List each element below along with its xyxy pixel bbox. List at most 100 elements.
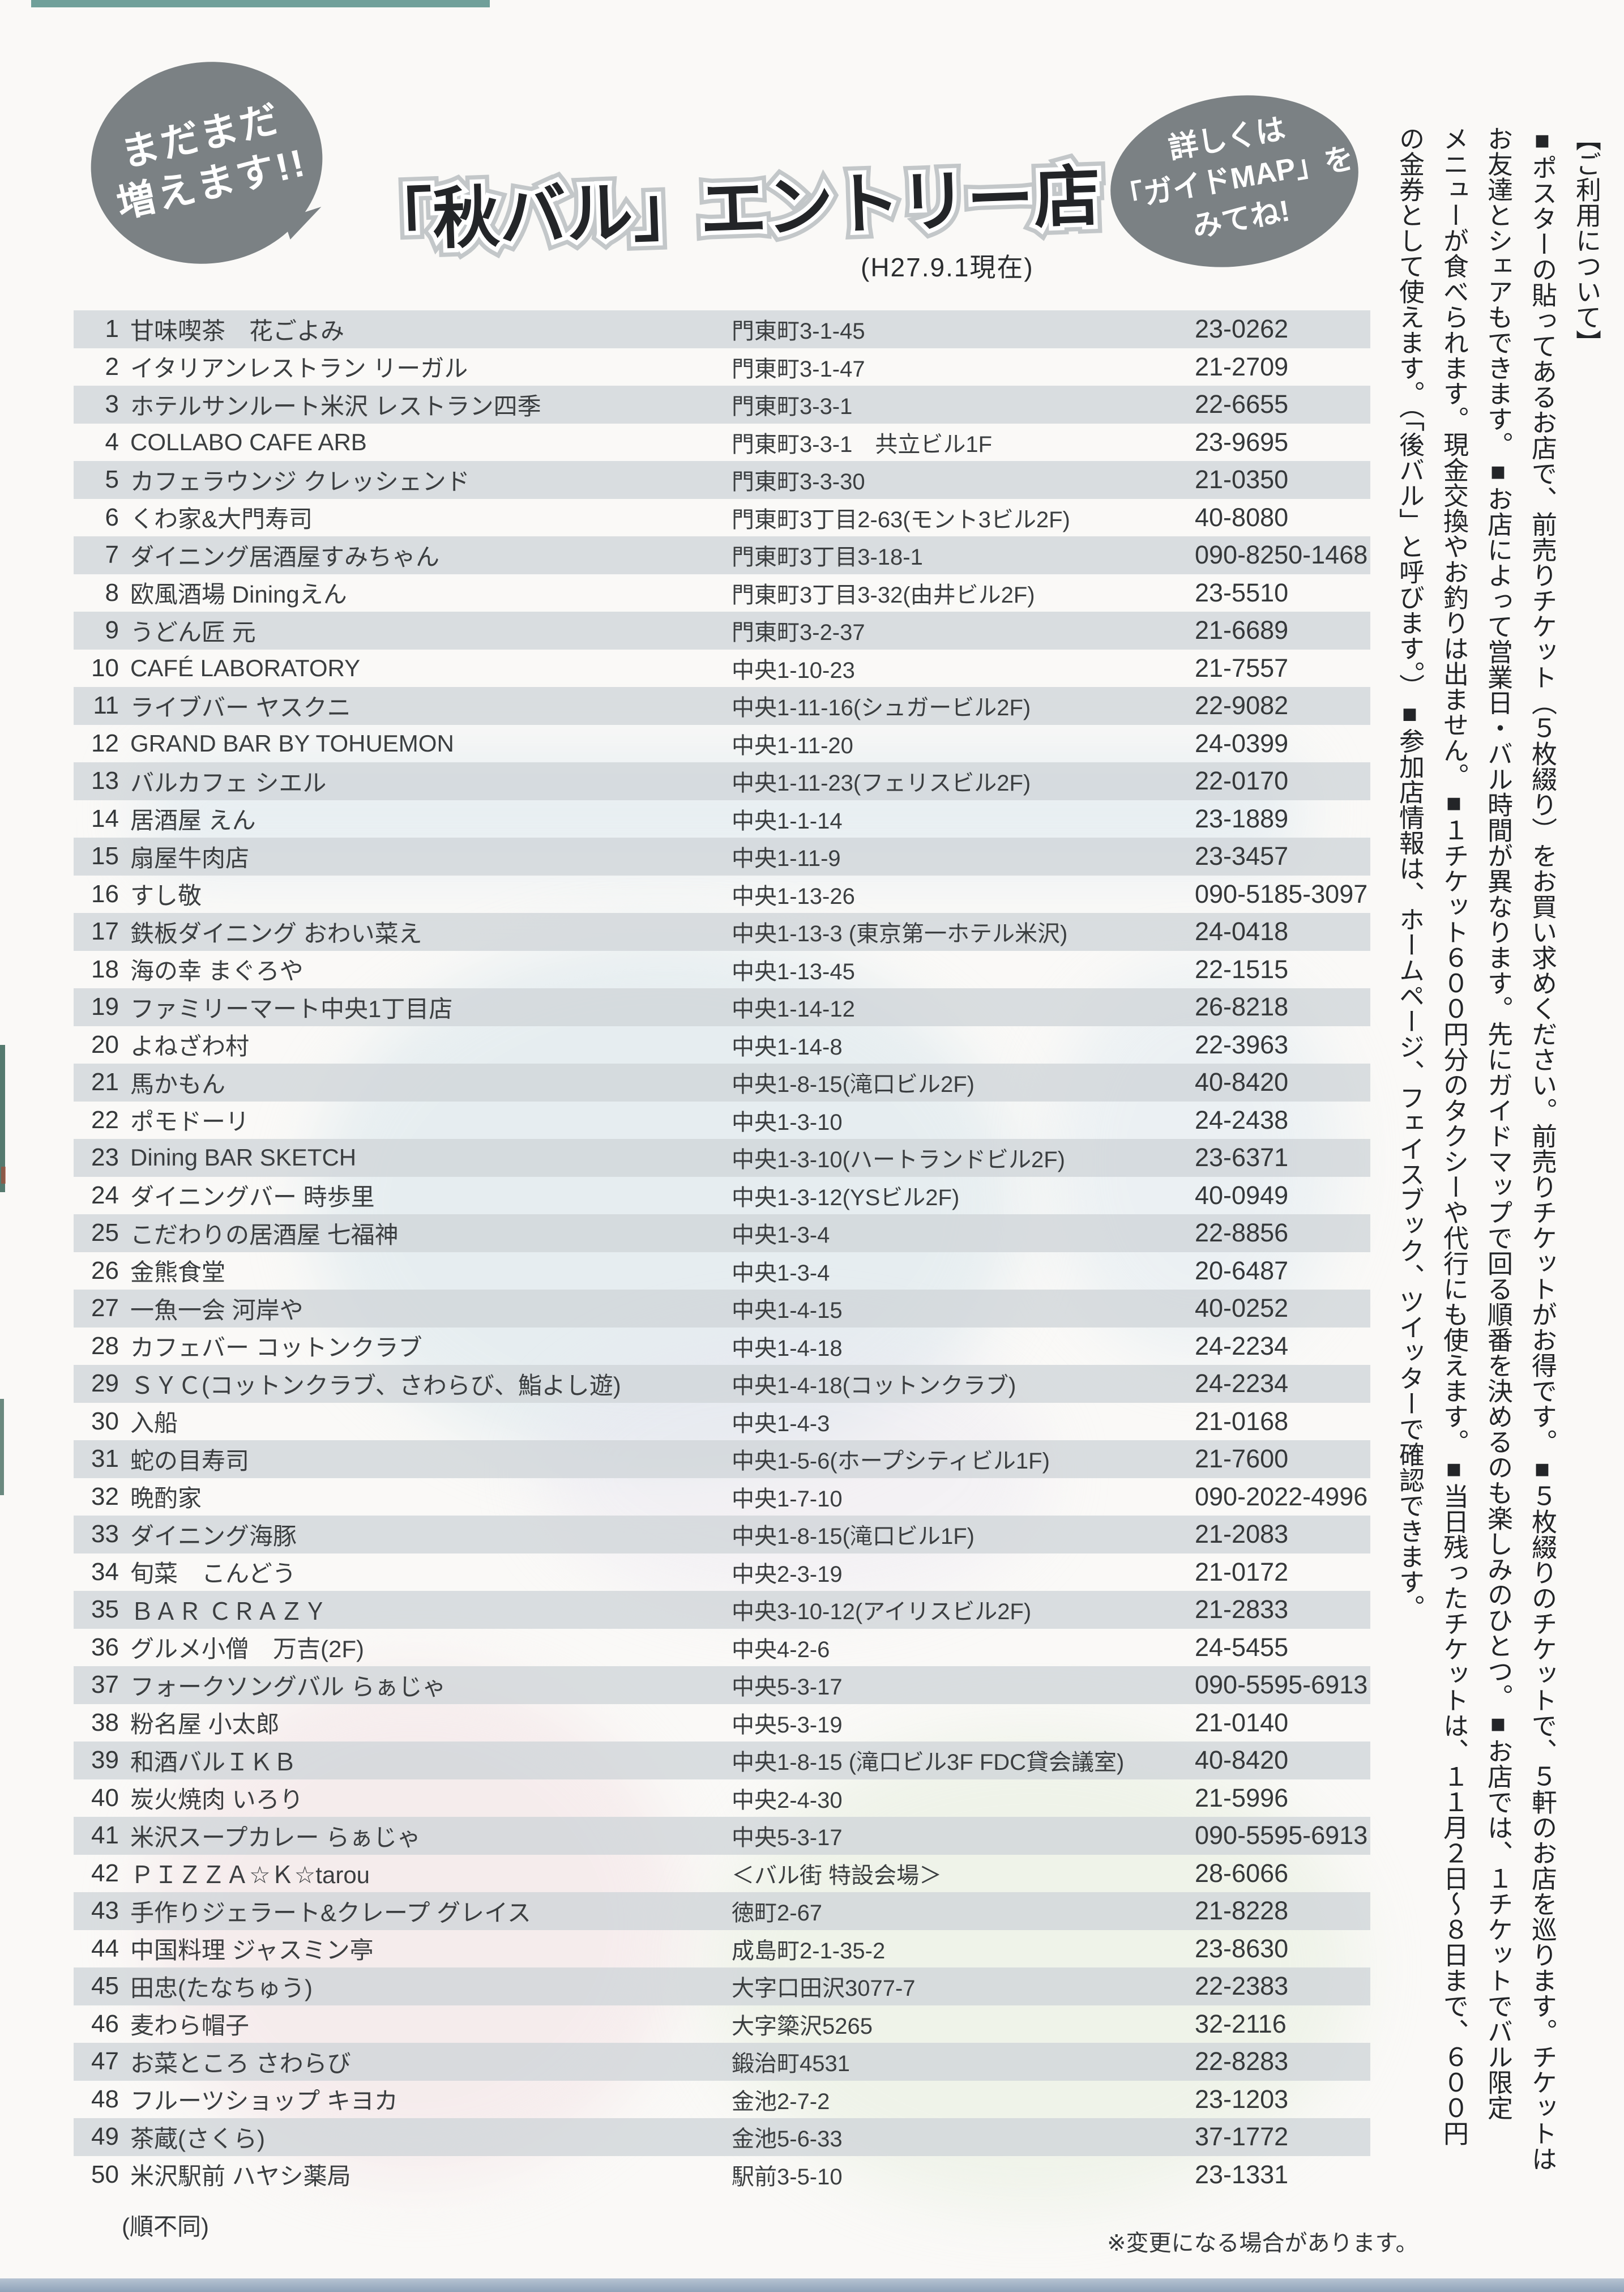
table-row: 37 フォークソングバル らぁじゃ 中央5-3-17 090-5595-6913 — [74, 1666, 1370, 1704]
store-name: お菜ところ さわらび — [130, 2050, 351, 2077]
store-no: 15 — [91, 842, 119, 870]
table-row: 18 海の幸 まぐろや 中央1-13-45 22-1515 — [74, 951, 1370, 989]
store-phone: 40-8080 — [1195, 502, 1289, 532]
table-row: 43 手作りジェラート&クレープ グレイス 徳町2-67 21-8228 — [74, 1892, 1370, 1930]
store-addr: 中央1-11-16(シュガービル2F) — [732, 695, 1031, 721]
store-name: 米沢スープカレー らぁじゃ — [130, 1824, 421, 1851]
store-phone: 40-0252 — [1195, 1294, 1289, 1323]
table-row: 33 ダイニング海豚 中央1-8-15(滝口ビル1F) 21-2083 — [74, 1516, 1370, 1553]
store-no: 28 — [91, 1331, 119, 1360]
store-name: バルカフェ シエル — [130, 769, 327, 796]
store-no: 31 — [91, 1445, 119, 1473]
store-phone: 23-1331 — [1195, 2159, 1289, 2189]
table-row: 36 グルメ小僧 万吉(2F) 中央4-2-6 24-5455 — [74, 1629, 1370, 1667]
table-row: 44 中国料理 ジャスミン亭 成島町2-1-35-2 23-8630 — [74, 1930, 1370, 1968]
store-name: 中国料理 ジャスミン亭 — [130, 1937, 374, 1964]
store-name: 金熊食堂 — [130, 1259, 226, 1286]
store-addr: 中央1-3-4 — [732, 1260, 830, 1286]
scan-edge-artifact — [0, 1399, 4, 1495]
store-phone: 22-8856 — [1195, 1218, 1289, 1248]
store-no: 46 — [91, 2009, 119, 2038]
store-addr: 大字口田沢3077-7 — [732, 1976, 916, 2001]
store-phone: 24-2234 — [1195, 1331, 1289, 1360]
title-date: (H27.9.1現在) — [861, 253, 1034, 282]
store-addr: 中央1-11-20 — [732, 733, 853, 758]
store-addr: 金池2-7-2 — [732, 2089, 830, 2114]
store-no: 26 — [91, 1256, 119, 1284]
table-row: 49 茶蔵(さくら) 金池5-6-33 37-1772 — [74, 2118, 1370, 2156]
store-no: 7 — [105, 541, 119, 569]
store-phone: 23-0262 — [1195, 314, 1289, 344]
store-phone: 090-5185-3097 — [1195, 879, 1368, 908]
store-name: 甘味喫茶 花ごよみ — [130, 317, 345, 344]
store-addr: 門東町3-3-1 共立ビル1F — [732, 432, 993, 457]
table-row: 2 イタリアンレストラン リーガル 門東町3-1-47 21-2709 — [74, 348, 1370, 386]
guide-map-bubble: 詳しくは 「ガイドMAP」を みてね! — [1099, 79, 1370, 283]
table-row: 6 くわ家&大門寿司 門東町3丁目2-63(モント3ビル2F) 40-8080 — [74, 499, 1370, 537]
store-addr: 中央1-3-4 — [732, 1223, 830, 1248]
store-addr: 中央1-1-14 — [732, 808, 843, 834]
store-phone: 28-6066 — [1195, 1858, 1289, 1888]
table-row: 29 ＳＹＣ(コットンクラブ、さわらび、鮨よし遊) 中央1-4-18(コットンクラブ… — [74, 1365, 1370, 1403]
table-row: 40 炭火焼肉 いろり 中央2-4-30 21-5996 — [74, 1779, 1370, 1817]
usage-note-column: 【ご利用について】 — [1572, 126, 1601, 355]
store-addr: 徳町2-67 — [732, 1901, 823, 1926]
store-addr: 中央1-3-10 — [732, 1109, 843, 1135]
store-name: 欧風酒場 Diningえん — [130, 581, 347, 608]
page-title: 「秋バル」エントリー店 「秋バル」エントリー店 「秋バル」エントリー店 — [356, 141, 1114, 268]
store-name: ＢＡＲ ＣＲＡＺＹ — [130, 1598, 327, 1625]
store-name: ダイニングバー 時歩里 — [130, 1184, 375, 1211]
table-row: 32 晩酌家 中央1-7-10 090-2022-4996 — [74, 1478, 1370, 1516]
table-row: 19 ファミリーマート中央1丁目店 中央1-14-12 26-8218 — [74, 988, 1370, 1026]
store-name: ＰＩＺＺＡ☆Ｋ☆tarou — [130, 1862, 370, 1889]
store-phone: 20-6487 — [1195, 1256, 1289, 1285]
table-row: 7 ダイニング居酒屋すみちゃん 門東町3丁目3-18-1 090-8250-1468 — [74, 536, 1370, 574]
store-phone: 090-5595-6913 — [1195, 1821, 1368, 1850]
store-no: 42 — [91, 1859, 119, 1887]
table-row: 1 甘味喫茶 花ごよみ 門東町3-1-45 23-0262 — [74, 310, 1370, 348]
store-name: 晩酌家 — [130, 1485, 202, 1512]
store-no: 50 — [91, 2160, 119, 2188]
store-name: CAFÉ LABORATORY — [130, 654, 361, 681]
store-phone: 24-5455 — [1195, 1632, 1289, 1662]
store-addr: 駅前3-5-10 — [732, 2164, 843, 2189]
store-addr: 中央1-10-23 — [732, 658, 855, 683]
store-name: 鉄板ダイニング おわい菜え — [130, 920, 422, 947]
store-no: 21 — [91, 1068, 119, 1096]
table-row: 26 金熊食堂 中央1-3-4 20-6487 — [74, 1252, 1370, 1290]
usage-note-column: メニューが食べられます。現金交換やお釣りは出ません。■１チケット６００円分のタク… — [1439, 126, 1468, 2146]
store-phone: 22-3963 — [1195, 1030, 1289, 1059]
store-name: 米沢駅前 ハヤシ薬局 — [130, 2163, 351, 2190]
store-addr: 中央1-4-18 — [732, 1335, 843, 1361]
store-name: イタリアンレストラン リーガル — [130, 355, 468, 382]
store-no: 29 — [91, 1369, 119, 1398]
table-row: 9 うどん匠 元 門東町3-2-37 21-6689 — [74, 612, 1370, 650]
store-addr: 中央5-3-19 — [732, 1712, 843, 1738]
store-phone: 21-8228 — [1195, 1896, 1289, 1926]
table-row: 4 COLLABO CAFE ARB 門東町3-3-1 共立ビル1F 23-9695 — [74, 424, 1370, 462]
scan-edge-artifact — [0, 2278, 1624, 2292]
store-phone: 40-0949 — [1195, 1180, 1289, 1210]
table-row: 35 ＢＡＲ ＣＲＡＺＹ 中央3-10-12(アイリスビル2F) 21-2833 — [74, 1591, 1370, 1629]
store-no: 25 — [91, 1219, 119, 1247]
store-name: 一魚一会 河岸や — [130, 1296, 304, 1324]
table-row: 39 和酒バルＩＫＢ 中央1-8-15 (滝口ビル3F FDC貸会議室) 40-842… — [74, 1742, 1370, 1779]
store-addr: 中央1-4-18(コットンクラブ) — [732, 1373, 1016, 1399]
store-no: 41 — [91, 1821, 119, 1850]
usage-note-column: ■ポスターの貼ってあるお店で、前売りチケット（５枚綴り）をお買い求めください。前… — [1528, 126, 1557, 2171]
store-addr: 中央1-3-10(ハートランドビル2F) — [732, 1147, 1065, 1173]
table-row: 48 フルーツショップ キヨカ 金池2-7-2 23-1203 — [74, 2081, 1370, 2119]
store-phone: 21-0168 — [1195, 1406, 1289, 1436]
store-phone: 22-0170 — [1195, 766, 1289, 796]
store-no: 14 — [91, 804, 119, 833]
store-name: カフェバー コットンクラブ — [130, 1334, 422, 1361]
store-name: くわ家&大門寿司 — [130, 506, 313, 533]
table-row: 3 ホテルサンルート米沢 レストラン四季 門東町3-3-1 22-6655 — [74, 386, 1370, 424]
scan-edge-artifact — [1, 1167, 6, 1184]
store-addr: 中央1-8-15(滝口ビル2F) — [732, 1072, 975, 1098]
store-no: 38 — [91, 1708, 119, 1736]
table-row: 15 扇屋牛肉店 中央1-11-9 23-3457 — [74, 838, 1370, 876]
store-name: 和酒バルＩＫＢ — [130, 1748, 297, 1775]
footer-change-note: ※変更になる場合があります。 — [1107, 2231, 1418, 2256]
store-addr: 中央1-14-12 — [732, 997, 855, 1022]
